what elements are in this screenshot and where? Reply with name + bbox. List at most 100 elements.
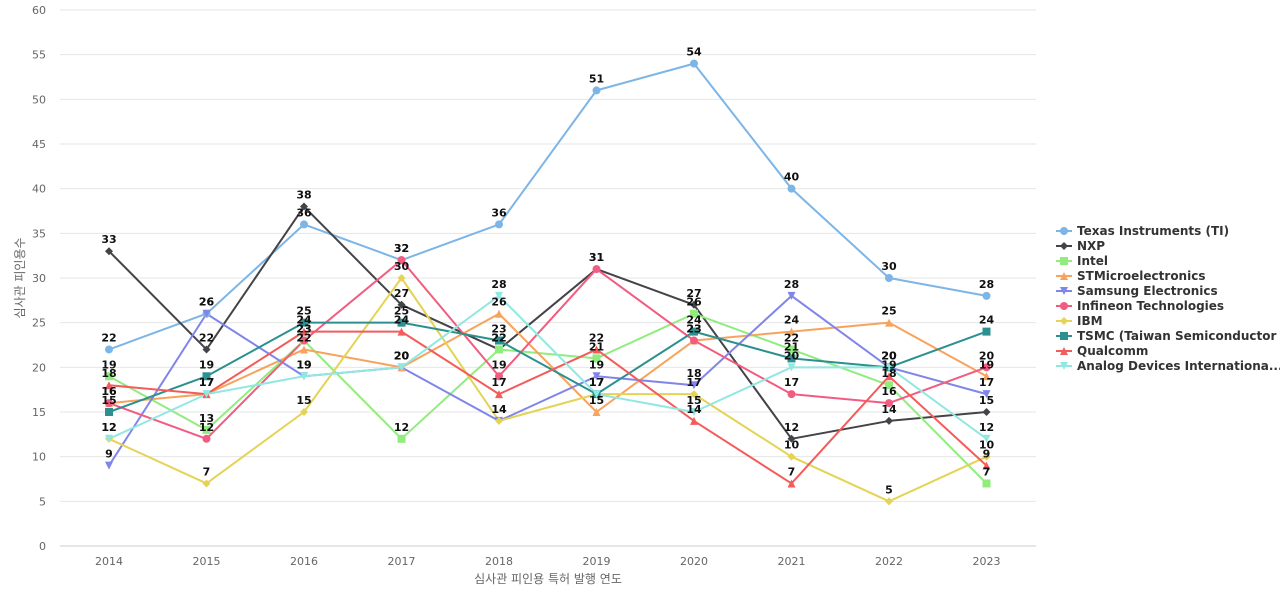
data-label: 28 <box>979 278 994 291</box>
data-label: 17 <box>784 376 799 389</box>
legend-item[interactable]: Infineon Technologies <box>1056 299 1224 313</box>
legend-symbol-marker <box>1060 362 1068 370</box>
data-label: 12 <box>101 421 116 434</box>
data-label: 24 <box>296 314 312 327</box>
data-point <box>592 372 601 381</box>
data-point <box>397 318 406 327</box>
data-point <box>982 327 991 336</box>
data-label: 12 <box>101 421 116 434</box>
legend-item[interactable]: STMicroelectronics <box>1056 269 1205 283</box>
series-line <box>108 294 988 440</box>
legend-item[interactable]: Texas Instruments (TI) <box>1056 224 1229 238</box>
data-label: 20 <box>394 349 410 362</box>
data-point <box>105 461 113 470</box>
data-label: 14 <box>881 403 897 416</box>
data-point <box>982 390 991 399</box>
legend-symbol-marker <box>1060 287 1068 295</box>
data-label: 28 <box>491 278 506 291</box>
data-point <box>690 336 698 345</box>
data-label: 22 <box>101 331 116 344</box>
legend-label: STMicroelectronics <box>1077 269 1205 283</box>
legend-item[interactable]: Qualcomm <box>1056 344 1148 358</box>
data-label: 22 <box>296 331 311 344</box>
y-tick-label: 40 <box>32 183 46 196</box>
data-point <box>592 86 601 95</box>
y-tick-label: 35 <box>32 227 46 240</box>
legend[interactable]: Texas Instruments (TI)NXPIntelSTMicroele… <box>1056 224 1280 373</box>
legend-item[interactable]: Analog Devices Internationa... <box>1056 359 1280 373</box>
x-tick-label: 2023 <box>973 555 1001 568</box>
data-label: 51 <box>589 72 604 85</box>
data-label: 20 <box>881 349 897 362</box>
y-axis-label: 심사관 피인용수 <box>13 237 27 318</box>
data-point <box>495 345 503 354</box>
y-tick-label: 10 <box>32 451 46 464</box>
legend-symbol-marker <box>1060 347 1068 355</box>
data-label: 19 <box>589 358 604 371</box>
data-label: 15 <box>296 394 311 407</box>
data-label: 28 <box>784 278 799 291</box>
data-point <box>300 327 308 336</box>
legend-item[interactable]: Samsung Electronics <box>1056 284 1218 298</box>
legend-label: IBM <box>1077 314 1103 328</box>
data-label: 17 <box>589 376 604 389</box>
legend-label: NXP <box>1077 239 1105 253</box>
x-axis-ticks: 2014 2015 2016 2017 2018 2019 2020 2021 2022 2023 <box>95 555 1001 568</box>
y-tick-label: 25 <box>32 317 46 330</box>
data-point <box>300 220 308 229</box>
data-label: 22 <box>491 331 506 344</box>
data-label: 26 <box>491 296 507 309</box>
data-point <box>885 416 893 425</box>
series-line <box>108 259 987 440</box>
data-label: 19 <box>491 358 506 371</box>
data-label: 32 <box>394 242 409 255</box>
legend-item[interactable]: IBM <box>1056 314 1103 328</box>
data-point <box>787 363 796 372</box>
data-label: 24 <box>686 314 702 327</box>
series-lines <box>108 62 988 503</box>
legend-symbol-marker <box>1060 302 1068 310</box>
data-label: 16 <box>101 385 117 398</box>
data-label: 9 <box>983 448 991 461</box>
data-point <box>592 265 601 274</box>
data-point <box>495 336 503 345</box>
data-label: 22 <box>199 331 214 344</box>
y-tick-label: 20 <box>32 361 46 374</box>
data-point <box>397 274 406 282</box>
data-point <box>202 479 211 488</box>
legend-symbol-marker <box>1060 257 1068 265</box>
data-point <box>982 291 991 300</box>
data-point <box>397 327 406 336</box>
data-point <box>495 309 503 318</box>
x-tick-label: 2020 <box>680 555 708 568</box>
data-point <box>787 184 796 193</box>
data-label: 12 <box>394 421 409 434</box>
data-point <box>592 408 601 416</box>
data-point <box>787 327 796 336</box>
data-point <box>202 309 211 318</box>
data-label: 16 <box>101 385 117 398</box>
data-point <box>495 220 503 229</box>
data-point <box>105 399 113 408</box>
legend-item[interactable]: Intel <box>1056 254 1108 268</box>
data-label: 33 <box>101 233 116 246</box>
data-labels: 2226363236515440302833223827223127121415… <box>101 46 994 497</box>
legend-symbol-marker <box>1060 332 1068 340</box>
legend-item[interactable]: TSMC (Taiwan Semiconductor ... <box>1056 329 1280 343</box>
data-label: 14 <box>491 403 507 416</box>
data-point <box>982 434 991 443</box>
data-label: 27 <box>686 287 701 300</box>
legend-label: Infineon Technologies <box>1077 299 1224 313</box>
legend-label: Intel <box>1077 254 1108 268</box>
data-label: 17 <box>686 376 701 389</box>
data-label: 18 <box>686 367 701 380</box>
data-label: 31 <box>589 251 604 264</box>
data-point <box>495 372 503 381</box>
data-label: 31 <box>589 251 604 264</box>
data-label: 26 <box>199 296 215 309</box>
legend-item[interactable]: NXP <box>1056 239 1105 253</box>
data-point <box>300 202 308 211</box>
data-point <box>690 327 698 336</box>
data-label: 19 <box>979 358 994 371</box>
legend-symbol-marker <box>1060 227 1068 235</box>
